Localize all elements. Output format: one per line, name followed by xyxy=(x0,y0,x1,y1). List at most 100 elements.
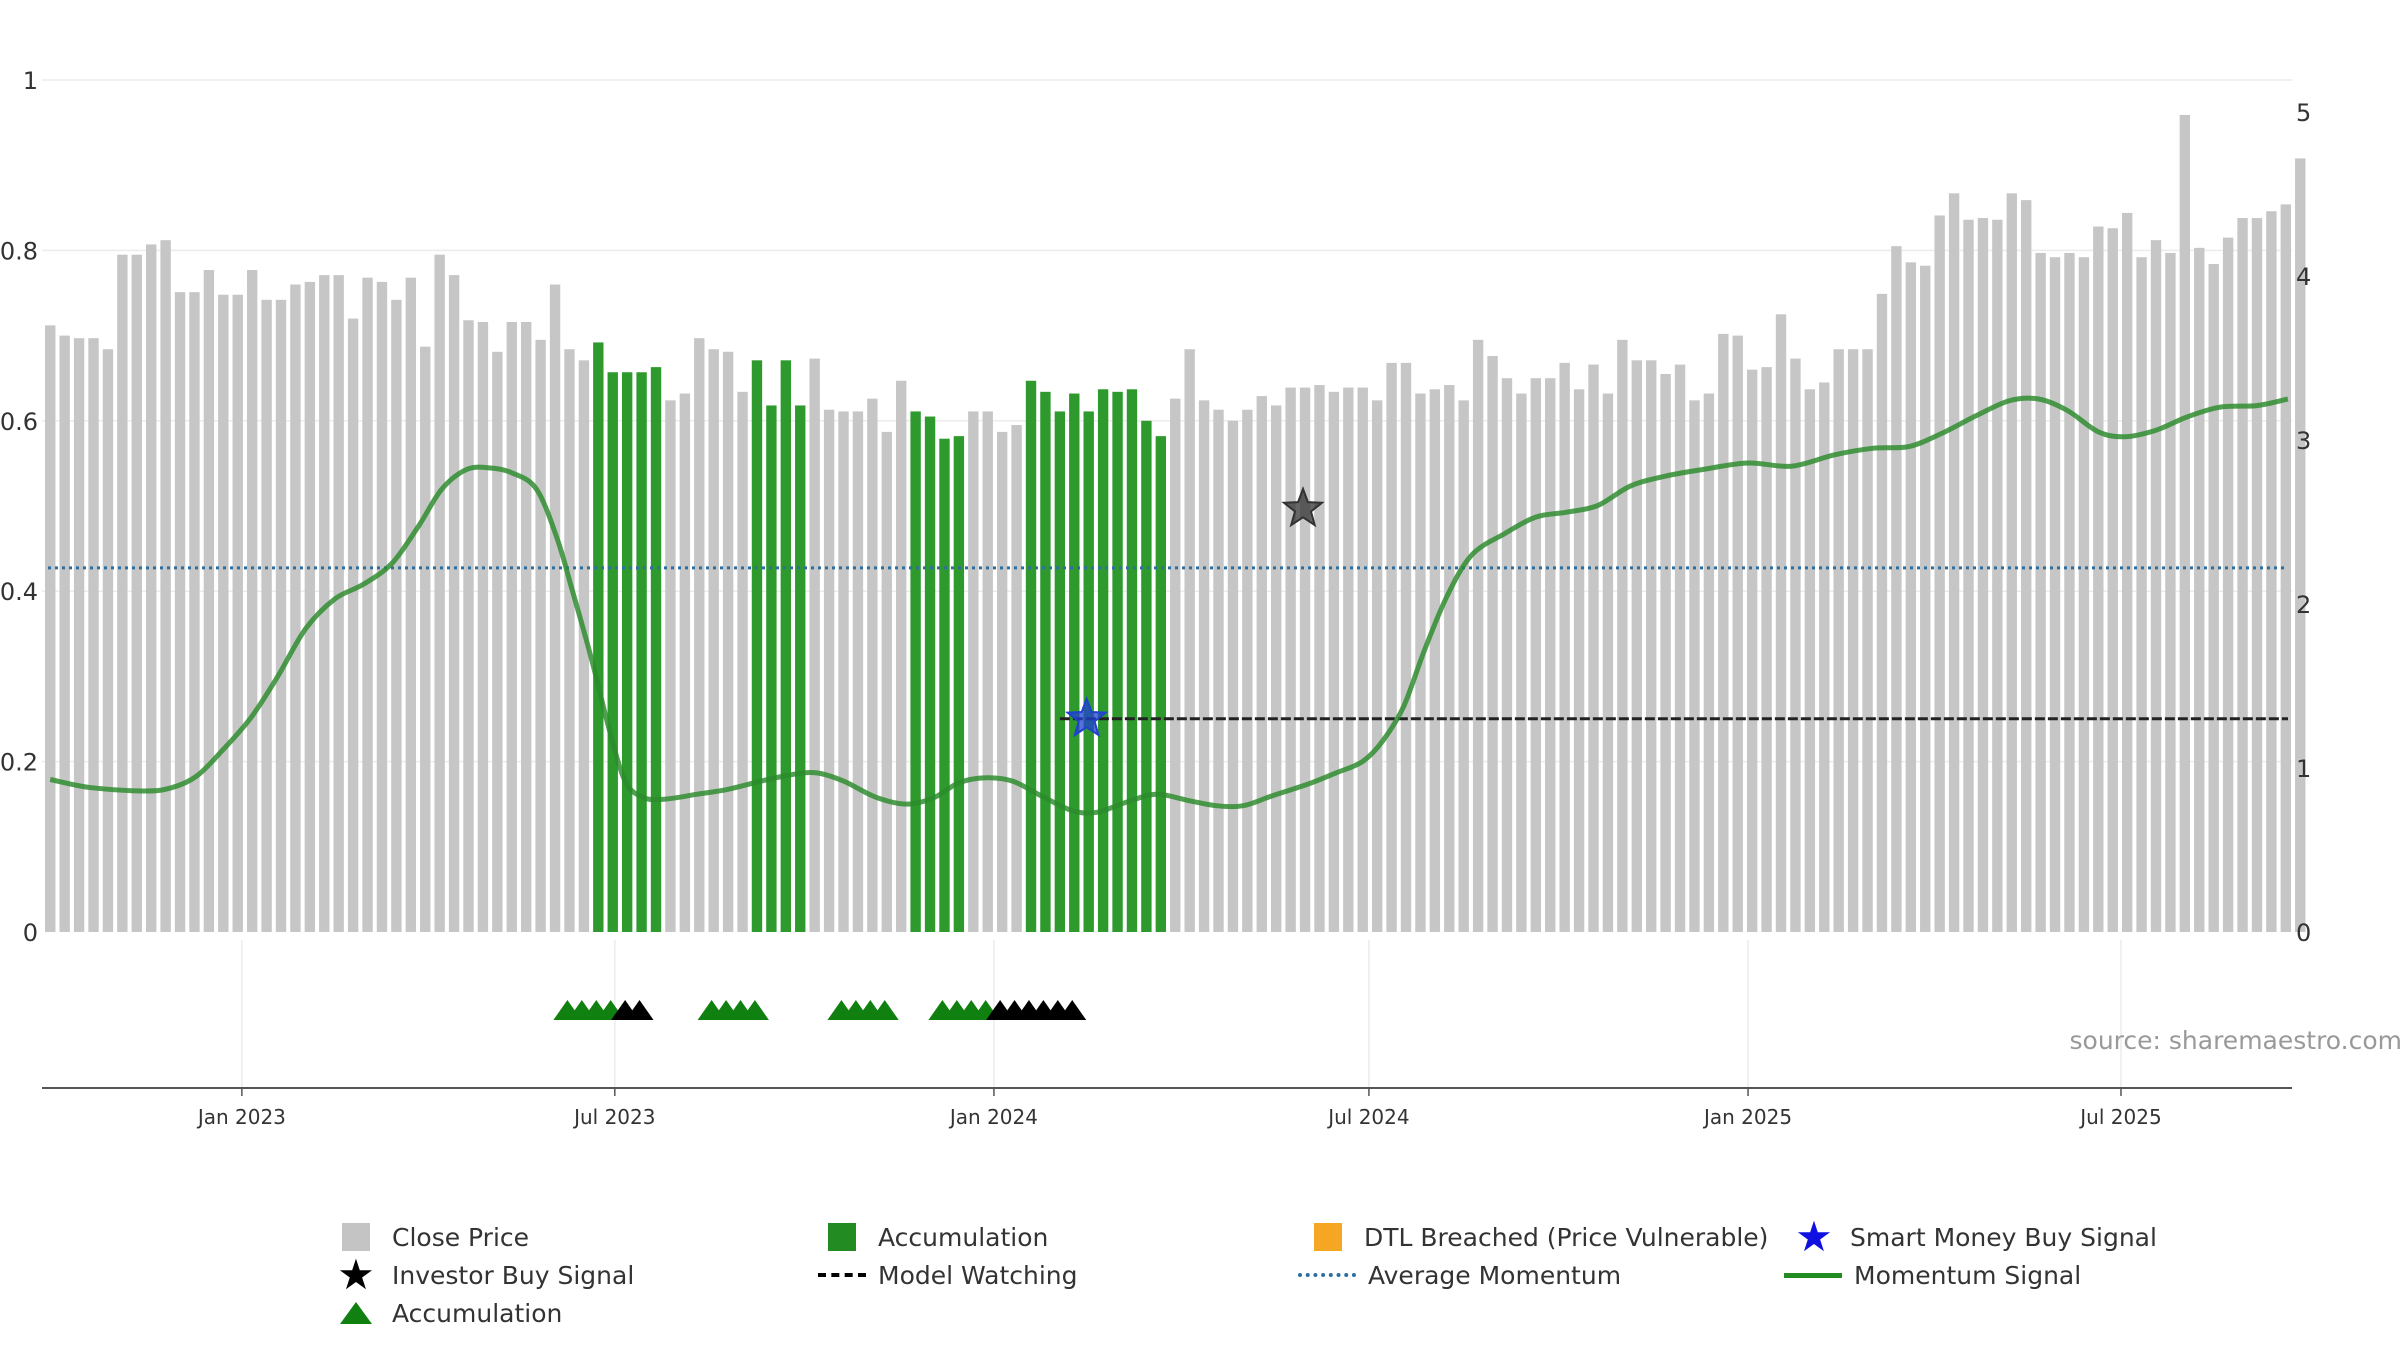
x-tick-label: Jan 2024 xyxy=(948,1105,1038,1129)
close-price-bar xyxy=(492,351,503,932)
right-tick-label: 2 xyxy=(2296,591,2311,619)
close-price-bar xyxy=(189,292,200,932)
close-price-bar xyxy=(1198,400,1210,933)
accumulation-bar xyxy=(650,367,662,932)
close-price-bar xyxy=(2179,114,2191,933)
left-tick-label: 0.4 xyxy=(0,578,38,606)
accumulation-bar xyxy=(1083,411,1094,932)
close-price-bar xyxy=(1299,387,1311,932)
close-price-bar xyxy=(2165,252,2176,932)
close-price-bar xyxy=(1545,378,1556,932)
close-price-bar xyxy=(1660,373,1671,932)
close-price-bar xyxy=(2006,193,2017,932)
left-tick-label: 0.8 xyxy=(0,237,38,265)
close-price-bar xyxy=(1588,364,1599,932)
accumulation-bar xyxy=(910,411,921,932)
close-price-bar xyxy=(679,393,691,932)
signal-markers xyxy=(553,486,1325,1020)
accumulation-bar xyxy=(1155,436,1167,932)
accumulation-bar xyxy=(924,416,936,932)
close-price-bar xyxy=(88,338,99,932)
close-price-bar xyxy=(521,321,532,933)
close-price-bar xyxy=(1227,420,1239,932)
close-price-bar xyxy=(1516,393,1527,932)
close-price-bar xyxy=(665,400,676,933)
close-price-bars xyxy=(45,114,2306,933)
close-price-bar xyxy=(2280,204,2292,932)
close-price-bar xyxy=(1732,335,1743,933)
x-tick-label: Jan 2023 xyxy=(196,1105,286,1129)
accumulation-bar xyxy=(1097,389,1109,932)
accumulation-bar xyxy=(1040,391,1051,933)
close-price-bar xyxy=(896,380,907,932)
close-price-bar xyxy=(2121,212,2133,932)
close-price-bar xyxy=(246,270,258,932)
close-price-bar xyxy=(1847,349,1859,933)
close-price-bar xyxy=(448,275,460,932)
close-price-bar xyxy=(146,244,157,932)
close-price-bar xyxy=(1891,246,1902,932)
axes: Jan 2023 Jul 2023 Jan 2024 Jul 2024 Jan 2025… xyxy=(0,67,2311,1129)
close-price-bar xyxy=(275,299,287,932)
accumulation-bar xyxy=(593,342,604,932)
close-price-bar xyxy=(535,339,546,932)
close-price-bar xyxy=(434,254,445,932)
close-price-bar xyxy=(809,358,820,933)
accumulation-bar xyxy=(780,360,792,932)
accumulation-bar xyxy=(795,405,806,933)
close-price-bar xyxy=(2021,200,2032,932)
close-price-bar xyxy=(852,411,864,932)
left-tick-label: 0 xyxy=(23,919,38,947)
close-price-bar xyxy=(131,254,142,932)
close-price-bar xyxy=(1703,393,1715,932)
investor-buy-star xyxy=(1281,486,1325,528)
close-price-bar xyxy=(1602,393,1614,932)
close-price-bar xyxy=(73,338,85,932)
close-price-bar xyxy=(867,398,878,932)
accumulation-bar xyxy=(1054,411,1066,932)
close-price-bar xyxy=(391,299,402,932)
close-price-bar xyxy=(1472,339,1484,932)
close-price-bar xyxy=(1775,314,1787,932)
left-tick-label: 1 xyxy=(23,67,38,95)
close-price-bar xyxy=(1631,360,1642,932)
accumulation-bar xyxy=(636,372,647,932)
signal-triangle xyxy=(625,1000,654,1020)
accumulation-bar xyxy=(1126,389,1138,932)
close-price-bar xyxy=(1948,193,1960,932)
close-price-bar xyxy=(722,351,734,932)
close-price-bar xyxy=(1905,262,1917,933)
close-price-bar xyxy=(838,411,849,932)
close-price-bar xyxy=(218,294,229,932)
close-price-bar xyxy=(232,294,243,932)
close-price-bar xyxy=(290,284,301,933)
close-price-bar xyxy=(1977,218,1989,932)
close-price-bar xyxy=(564,349,575,933)
close-price-bar xyxy=(1256,396,1267,933)
accumulation-bar xyxy=(607,372,618,932)
close-price-bar xyxy=(506,321,517,933)
close-price-bar xyxy=(319,275,330,932)
close-price-bar xyxy=(174,292,186,932)
close-price-bar xyxy=(1920,265,1931,932)
close-price-bar xyxy=(1444,385,1455,932)
close-price-bar xyxy=(1271,405,1282,933)
close-price-bar xyxy=(347,318,359,932)
close-price-bar xyxy=(1617,339,1628,932)
close-price-bar xyxy=(982,411,993,932)
momentum-signal-line xyxy=(49,395,2289,816)
close-price-bar xyxy=(1487,356,1498,932)
close-price-bar xyxy=(1343,387,1354,932)
close-price-bar xyxy=(1573,389,1585,932)
close-price-bar xyxy=(1992,219,2003,933)
close-price-bar xyxy=(1011,425,1022,932)
close-price-bar xyxy=(1804,389,1816,932)
left-tick-label: 0.6 xyxy=(0,408,38,436)
accumulation-triangle xyxy=(870,1000,899,1020)
close-price-bar xyxy=(1530,378,1542,932)
close-price-bar xyxy=(1819,382,1830,933)
accumulation-bar xyxy=(1141,420,1152,932)
x-tick-label: Jan 2025 xyxy=(1702,1105,1792,1129)
accumulation-bar xyxy=(1069,393,1080,932)
close-price-bar xyxy=(261,299,272,932)
